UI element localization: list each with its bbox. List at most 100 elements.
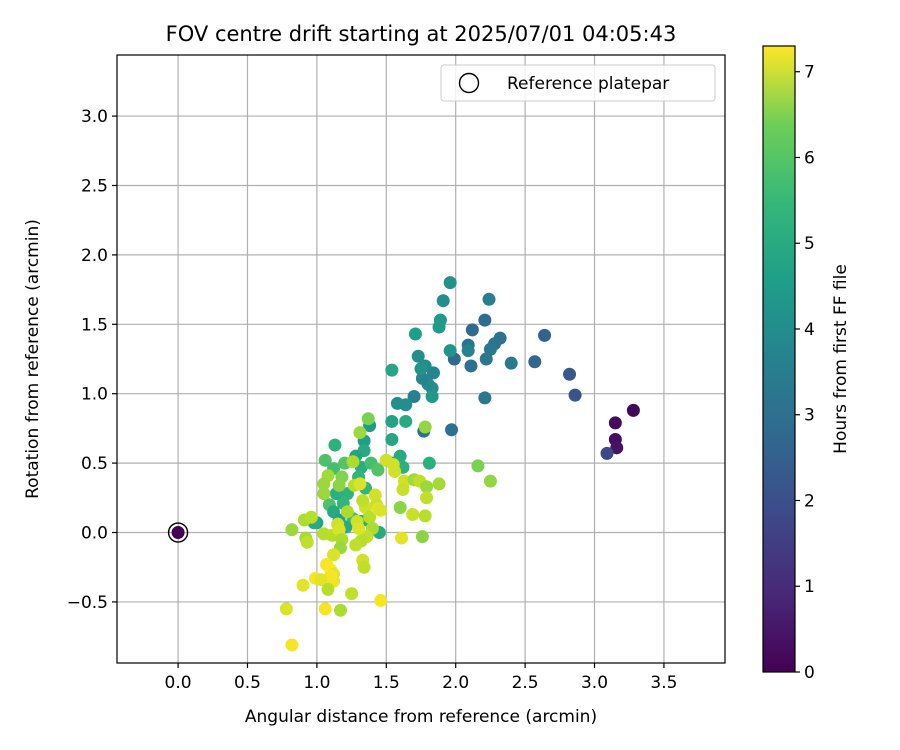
colorbar-tick-label: 2	[804, 491, 815, 511]
scatter-point	[420, 480, 434, 494]
scatter-point	[563, 367, 577, 381]
scatter-point	[445, 423, 459, 437]
scatter-point	[285, 523, 299, 537]
scatter-point	[317, 477, 331, 491]
plot-frame	[116, 54, 726, 664]
colorbar-tick-label: 6	[804, 148, 815, 168]
scatter-point	[483, 474, 497, 488]
scatter-point	[461, 344, 475, 358]
x-tick-label: 3.5	[650, 673, 677, 693]
scatter-point	[568, 388, 582, 402]
scatter-point	[406, 507, 420, 521]
scatter-point	[471, 459, 485, 473]
scatter-point	[478, 313, 492, 327]
scatter-point	[600, 446, 614, 460]
scatter-point	[324, 569, 338, 583]
scatter-point	[393, 501, 407, 515]
x-tick-label: 1.0	[303, 673, 330, 693]
scatter-point	[327, 548, 341, 562]
x-tick-label: 2.5	[512, 673, 539, 693]
scatter-point	[317, 487, 331, 501]
scatter-point	[411, 349, 425, 363]
legend: Reference platepar	[440, 64, 716, 102]
scatter-point	[345, 587, 359, 601]
scatter-point	[443, 344, 457, 358]
x-axis: 0.0 0.5 1.0 1.5 2.0 2.5 3.0 3.5	[165, 663, 677, 693]
legend-marker-open-circle	[458, 72, 480, 94]
scatter-point	[346, 455, 360, 469]
scatter-point	[443, 276, 457, 290]
colorbar-tick-label: 3	[804, 406, 815, 426]
scatter-point	[418, 420, 432, 434]
scatter-point	[368, 488, 382, 502]
data-points	[279, 276, 640, 652]
x-tick-label: 1.5	[373, 673, 400, 693]
scatter-point	[432, 477, 446, 491]
x-tick-label: 0.0	[165, 673, 192, 693]
scatter-point	[357, 560, 371, 574]
scatter-point	[483, 342, 497, 356]
scatter-point	[385, 433, 399, 447]
scatter-point	[538, 328, 552, 342]
y-tick-label: 0.5	[81, 454, 108, 474]
scatter-point	[396, 482, 410, 496]
x-axis-label: Angular distance from reference (arcmin)	[245, 707, 597, 727]
scatter-point	[390, 396, 404, 410]
scatter-point	[408, 327, 422, 341]
scatter-point	[420, 491, 434, 505]
scatter-point	[425, 389, 439, 403]
scatter-point	[356, 494, 370, 508]
scatter-point	[374, 594, 388, 608]
plot-area: 0.0 0.5 1.0 1.5 2.0 2.5 3.0 3.5 −0.5 0.0 0.5 1.0 1.…	[67, 54, 726, 693]
chart-title: FOV centre drift starting at 2025/07/01 …	[166, 22, 677, 46]
x-tick-label: 3.0	[581, 673, 608, 693]
scatter-point	[363, 510, 377, 524]
scatter-point	[464, 359, 478, 373]
scatter-point	[349, 538, 363, 552]
scatter-point	[371, 463, 385, 477]
colorbar-gradient	[762, 45, 796, 673]
scatter-point	[314, 573, 328, 587]
reference-ring	[167, 522, 189, 543]
colorbar-tick-label: 4	[804, 320, 815, 340]
reference-point	[171, 526, 185, 540]
scatter-point	[436, 294, 450, 308]
scatter-point	[374, 503, 388, 517]
legend-entry-reference: Reference platepar	[507, 74, 669, 94]
colorbar-label: Hours from first FF file	[831, 264, 851, 454]
colorbar-tick-label: 0	[804, 663, 815, 683]
y-tick-label: 1.0	[81, 385, 108, 405]
scatter-point	[332, 478, 346, 492]
y-tick-label: 2.5	[81, 176, 108, 196]
scatter-point	[328, 438, 342, 452]
scatter-point	[279, 602, 293, 616]
scatter-point	[399, 414, 413, 428]
scatter-point	[418, 509, 432, 523]
scatter-point	[479, 352, 493, 366]
y-tick-label: 3.0	[81, 107, 108, 127]
scatter-point	[352, 521, 366, 535]
legend-box	[440, 64, 716, 102]
scatter-point	[304, 510, 318, 524]
scatter-point	[610, 441, 624, 455]
colorbar-tick-label: 1	[804, 577, 815, 597]
scatter-point	[318, 453, 332, 467]
scatter-point	[300, 535, 314, 549]
y-tick-label: −0.5	[67, 593, 108, 613]
scatter-point	[407, 389, 421, 403]
scatter-point	[465, 323, 479, 337]
scatter-point	[395, 531, 409, 545]
reference-marker	[167, 522, 189, 543]
y-tick-label: 1.5	[81, 315, 108, 335]
scatter-point	[422, 456, 436, 470]
scatter-point	[478, 391, 492, 405]
scatter-point	[626, 403, 640, 417]
scatter-point	[340, 505, 354, 519]
colorbar-tick-label: 5	[804, 234, 815, 254]
scatter-point	[385, 414, 399, 428]
colorbar-ticks: 0 1 2 3 4 5 6 7	[795, 63, 815, 683]
scatter-point	[386, 457, 400, 471]
x-tick-label: 0.5	[234, 673, 261, 693]
scatter-point	[415, 371, 429, 385]
scatter-point	[432, 320, 446, 334]
